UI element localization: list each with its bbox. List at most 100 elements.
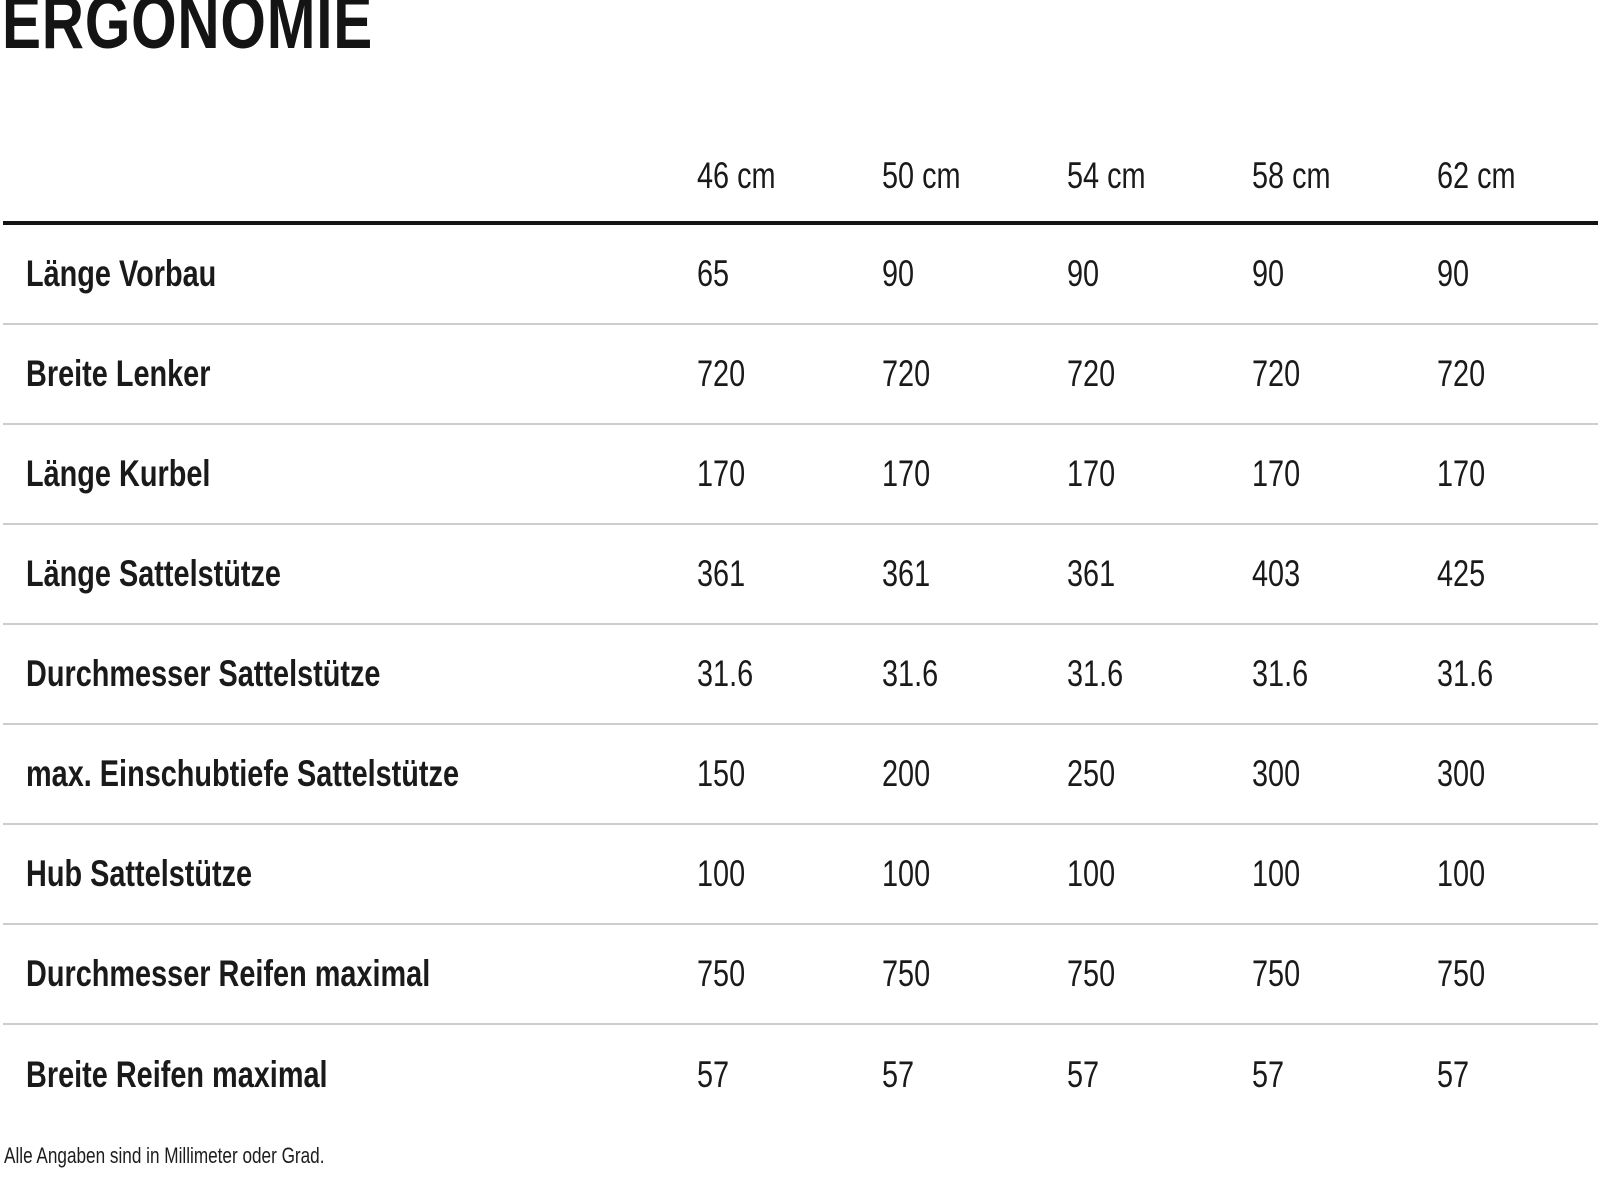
cell-value: 150: [697, 753, 746, 794]
value-cell: 300: [1437, 753, 1598, 795]
cell-value: 100: [882, 853, 931, 894]
row-label-cell: Länge Kurbel: [3, 453, 697, 495]
value-cell: 31.6: [882, 653, 1067, 695]
value-cell: 300: [1252, 753, 1437, 795]
row-label: max. Einschubtiefe Sattelstütze: [26, 753, 460, 794]
cell-value: 361: [882, 553, 931, 594]
value-cell: 100: [1067, 853, 1252, 895]
value-cell: 361: [1067, 553, 1252, 595]
value-cell: 90: [882, 253, 1067, 295]
value-cell: 90: [1252, 253, 1437, 295]
cell-value: 90: [1067, 253, 1100, 294]
cell-value: 90: [1252, 253, 1285, 294]
cell-value: 750: [882, 953, 931, 994]
value-cell: 200: [882, 753, 1067, 795]
cell-value: 31.6: [882, 653, 939, 694]
cell-value: 90: [1437, 253, 1470, 294]
value-cell: 750: [697, 953, 882, 995]
value-cell: 100: [697, 853, 882, 895]
value-cell: 57: [1437, 1054, 1598, 1096]
cell-value: 170: [1252, 453, 1301, 494]
cell-value: 750: [697, 953, 746, 994]
cell-value: 750: [1252, 953, 1301, 994]
cell-value: 100: [1067, 853, 1116, 894]
value-cell: 750: [1437, 953, 1598, 995]
cell-value: 200: [882, 753, 931, 794]
table-row: Breite Lenker 720 720 720 720 720: [3, 325, 1598, 425]
value-cell: 361: [697, 553, 882, 595]
cell-value: 100: [1252, 853, 1301, 894]
cell-value: 750: [1437, 953, 1486, 994]
value-cell: 720: [1067, 353, 1252, 395]
value-cell: 57: [1067, 1054, 1252, 1096]
header-cell-size-62: 62 cm: [1437, 155, 1598, 197]
row-label: Länge Sattelstütze: [26, 553, 281, 594]
header-label: 58 cm: [1252, 154, 1331, 196]
table-row: Durchmesser Reifen maximal 750 750 750 7…: [3, 925, 1598, 1025]
ergonomics-table: 46 cm 50 cm 54 cm 58 cm 62 cm Länge Vorb…: [3, 130, 1598, 1125]
row-label: Länge Kurbel: [26, 453, 211, 494]
value-cell: 720: [1252, 353, 1437, 395]
row-label: Durchmesser Sattelstütze: [26, 653, 381, 694]
row-label: Breite Reifen maximal: [26, 1054, 328, 1095]
value-cell: 100: [1252, 853, 1437, 895]
cell-value: 720: [1437, 353, 1486, 394]
value-cell: 170: [1067, 453, 1252, 495]
value-cell: 750: [882, 953, 1067, 995]
value-cell: 65: [697, 253, 882, 295]
row-label-cell: Durchmesser Sattelstütze: [3, 653, 697, 695]
cell-value: 361: [1067, 553, 1116, 594]
value-cell: 90: [1067, 253, 1252, 295]
value-cell: 31.6: [697, 653, 882, 695]
cell-value: 57: [697, 1054, 730, 1095]
row-label-cell: Breite Lenker: [3, 353, 697, 395]
value-cell: 100: [1437, 853, 1598, 895]
footnote: Alle Angaben sind in Millimeter oder Gra…: [4, 1143, 415, 1169]
value-cell: 425: [1437, 553, 1598, 595]
value-cell: 720: [697, 353, 882, 395]
value-cell: 720: [882, 353, 1067, 395]
row-label-cell: max. Einschubtiefe Sattelstütze: [3, 753, 697, 795]
cell-value: 403: [1252, 553, 1301, 594]
cell-value: 31.6: [1252, 653, 1309, 694]
table-row: Hub Sattelstütze 100 100 100 100 100: [3, 825, 1598, 925]
table-row: Länge Vorbau 65 90 90 90 90: [3, 225, 1598, 325]
table-body: Länge Vorbau 65 90 90 90 90 Breite Lenke…: [3, 225, 1598, 1125]
cell-value: 31.6: [1067, 653, 1124, 694]
value-cell: 31.6: [1067, 653, 1252, 695]
cell-value: 300: [1437, 753, 1486, 794]
row-label-cell: Durchmesser Reifen maximal: [3, 953, 697, 995]
page-title-text: ERGONOMIE: [2, 0, 374, 64]
cell-value: 170: [882, 453, 931, 494]
header-cell-size-46: 46 cm: [697, 155, 882, 197]
cell-value: 720: [697, 353, 746, 394]
header-cell-size-58: 58 cm: [1252, 155, 1437, 197]
header-cell-size-54: 54 cm: [1067, 155, 1252, 197]
header-cell-size-50: 50 cm: [882, 155, 1067, 197]
cell-value: 425: [1437, 553, 1486, 594]
page-title: ERGONOMIE: [2, 0, 478, 60]
cell-value: 57: [1067, 1054, 1100, 1095]
cell-value: 65: [697, 253, 730, 294]
value-cell: 170: [1252, 453, 1437, 495]
row-label: Durchmesser Reifen maximal: [26, 953, 431, 994]
value-cell: 150: [697, 753, 882, 795]
row-label-cell: Länge Vorbau: [3, 253, 697, 295]
value-cell: 361: [882, 553, 1067, 595]
value-cell: 170: [882, 453, 1067, 495]
row-label: Länge Vorbau: [26, 253, 217, 294]
cell-value: 90: [882, 253, 915, 294]
table-row: max. Einschubtiefe Sattelstütze 150 200 …: [3, 725, 1598, 825]
value-cell: 31.6: [1437, 653, 1598, 695]
cell-value: 300: [1252, 753, 1301, 794]
value-cell: 750: [1067, 953, 1252, 995]
footnote-text: Alle Angaben sind in Millimeter oder Gra…: [4, 1143, 325, 1168]
header-label: 50 cm: [882, 154, 961, 196]
row-label: Breite Lenker: [26, 353, 211, 394]
table-row: Länge Sattelstütze 361 361 361 403 425: [3, 525, 1598, 625]
cell-value: 361: [697, 553, 746, 594]
cell-value: 170: [1437, 453, 1486, 494]
cell-value: 720: [1067, 353, 1116, 394]
row-label-cell: Hub Sattelstütze: [3, 853, 697, 895]
cell-value: 57: [882, 1054, 915, 1095]
